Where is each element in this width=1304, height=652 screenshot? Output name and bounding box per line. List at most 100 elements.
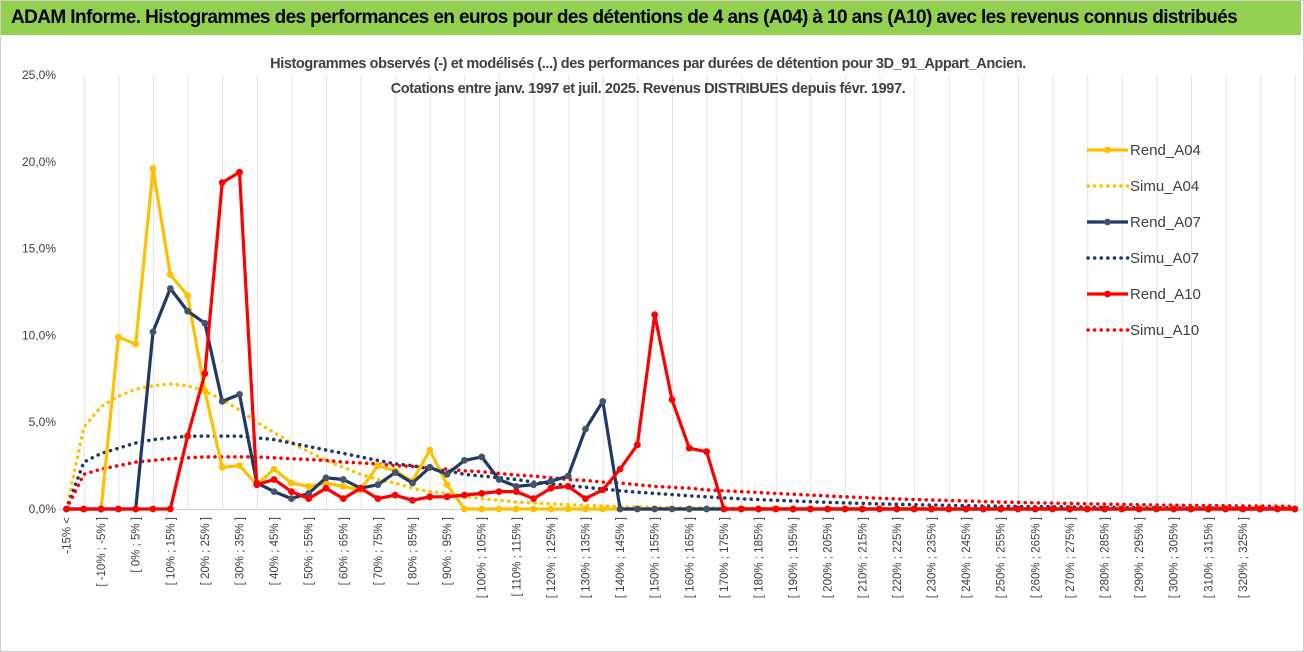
chart-subtitle: Cotations entre janv. 1997 et juil. 2025…	[391, 81, 906, 97]
data-point	[184, 307, 192, 315]
x-tick-label: [ 170% ; 175% ]	[719, 517, 731, 598]
data-point	[962, 505, 970, 513]
data-point	[1256, 505, 1264, 513]
data-point	[149, 328, 157, 336]
x-tick-label: [ 320% ; 325% ]	[1238, 517, 1250, 598]
x-tick-label: [ 60% ; 65% ]	[338, 517, 350, 585]
x-tick-label: [ 290% ; 295% ]	[1134, 517, 1146, 598]
x-tick-label: -15% <	[62, 517, 74, 554]
data-point	[703, 448, 710, 456]
data-point	[841, 505, 849, 513]
data-point	[1118, 505, 1126, 513]
x-tick-label: [ 180% ; 185% ]	[754, 517, 766, 598]
data-point	[824, 505, 832, 513]
data-point	[201, 319, 209, 327]
data-point	[305, 483, 313, 490]
plot-area	[63, 165, 1299, 513]
x-tick-label: [ 190% ; 195% ]	[788, 517, 800, 598]
data-point	[80, 505, 88, 513]
data-point	[1135, 505, 1143, 513]
x-tick-label: [ 260% ; 265% ]	[1030, 517, 1042, 598]
series-line	[64, 455, 1297, 511]
data-point	[807, 505, 814, 513]
data-point	[236, 391, 243, 398]
series-Simu_A10	[64, 455, 1297, 511]
data-point	[97, 505, 105, 513]
data-point	[426, 493, 434, 501]
data-point	[305, 490, 313, 497]
data-point	[63, 505, 70, 513]
data-point	[1187, 505, 1195, 513]
x-tick-label: [ 80% ; 85% ]	[408, 517, 420, 585]
data-point	[166, 285, 174, 292]
x-tick-label: [ 70% ; 75% ]	[373, 517, 385, 585]
legend-label: Rend_A04	[1130, 142, 1201, 159]
data-point	[218, 463, 226, 471]
data-point	[201, 387, 209, 395]
data-point	[720, 505, 728, 513]
x-tick-label: [ 220% ; 225% ]	[892, 517, 904, 598]
legend-marker	[1104, 218, 1111, 226]
data-point	[339, 483, 347, 490]
data-point	[270, 488, 278, 495]
data-point	[893, 505, 901, 513]
data-point	[495, 488, 503, 495]
legend: Rend_A04 Simu_A04 Rend_A07 Simu_A07 Rend_A10…	[1086, 142, 1201, 339]
data-point	[236, 462, 243, 469]
legend-marker	[1104, 290, 1111, 298]
data-point	[737, 505, 745, 513]
data-point	[426, 446, 434, 454]
y-axis: 0,0% 5,0% 10,0% 15,0% 20,0% 25,0%	[22, 68, 56, 516]
data-point	[858, 505, 866, 513]
x-tick-label: [ 20% ; 25% ]	[200, 517, 212, 585]
data-point	[288, 488, 295, 495]
x-tick-label: [ 40% ; 45% ]	[269, 517, 281, 585]
data-point	[616, 505, 624, 513]
data-point	[1066, 505, 1074, 513]
x-tick-label: [ 270% ; 275% ]	[1065, 517, 1077, 598]
legend-marker	[1104, 146, 1111, 154]
data-point	[582, 505, 589, 513]
data-point	[668, 396, 676, 403]
data-point	[288, 495, 295, 502]
data-point	[599, 398, 607, 405]
data-point	[132, 340, 140, 348]
legend-item-Rend_A10: Rend_A10	[1087, 286, 1201, 303]
data-point	[1101, 505, 1108, 513]
data-point	[443, 493, 451, 501]
legend-item-Rend_A04: Rend_A04	[1087, 142, 1201, 159]
x-tick-label: [ 150% ; 155% ]	[650, 517, 662, 598]
data-point	[668, 505, 676, 513]
x-tick-label: [ 200% ; 205% ]	[823, 517, 835, 598]
x-tick-label: [ 10% ; 15% ]	[165, 517, 177, 585]
data-point	[599, 505, 607, 513]
report-header: ADAM Informe. Histogrammes des performan…	[1, 1, 1301, 35]
data-point	[530, 481, 537, 489]
legend-label: Simu_A07	[1130, 250, 1199, 267]
data-point	[512, 483, 520, 490]
legend-item-Simu_A04: Simu_A04	[1086, 178, 1199, 195]
data-point	[461, 457, 468, 464]
legend-label: Rend_A10	[1130, 286, 1201, 303]
legend-item-Simu_A07: Simu_A07	[1086, 250, 1199, 267]
y-tick-label: 25,0%	[22, 68, 56, 82]
data-point	[339, 476, 347, 483]
data-point	[478, 490, 486, 497]
data-point	[997, 505, 1005, 513]
x-tick-label: [ 30% ; 35% ]	[235, 517, 247, 585]
report-title: ADAM Informe. Histogrammes des performan…	[11, 7, 1238, 28]
data-point	[547, 477, 555, 485]
data-point	[564, 505, 572, 513]
data-point	[218, 398, 226, 405]
data-point	[461, 491, 468, 499]
data-point	[651, 311, 659, 318]
x-tick-label: [ 100% ; 105% ]	[477, 517, 489, 598]
data-point	[184, 292, 192, 299]
data-point	[495, 505, 503, 513]
data-point	[132, 505, 140, 513]
x-tick-label: [ 140% ; 145% ]	[615, 517, 627, 598]
x-tick-label: [ 110% ; 115% ]	[511, 517, 523, 596]
data-point	[564, 472, 572, 480]
x-tick-label: [ 210% ; 215% ]	[857, 517, 869, 598]
chart-title: Histogrammes observés (-) et modélisés (…	[270, 56, 1026, 72]
